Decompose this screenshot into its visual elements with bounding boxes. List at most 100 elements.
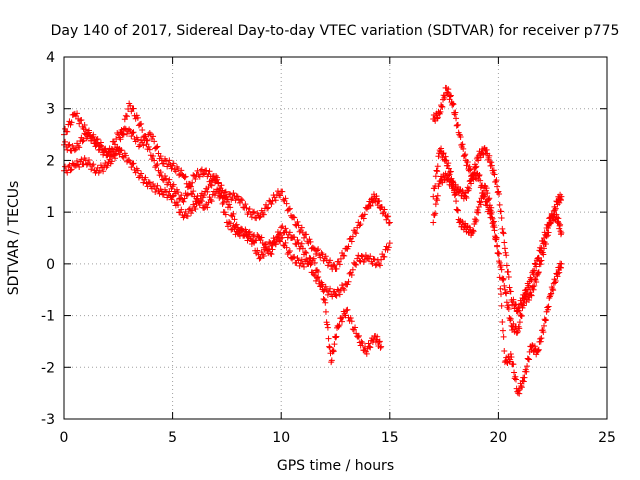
data-point — [213, 172, 220, 179]
trace-marker — [130, 129, 137, 136]
trace-marker — [64, 146, 71, 153]
data-point — [223, 198, 230, 205]
trace-marker — [306, 254, 313, 261]
trace-marker — [385, 220, 392, 227]
trace-marker — [537, 335, 544, 342]
data-point — [71, 147, 78, 154]
trace-marker — [538, 245, 545, 252]
data-point — [234, 229, 241, 236]
trace-marker — [498, 214, 505, 221]
data-point — [354, 224, 361, 231]
data-point — [501, 359, 508, 366]
trace-marker — [166, 188, 173, 195]
data-point — [547, 214, 554, 221]
trace-marker — [76, 164, 83, 171]
data-point — [462, 224, 469, 231]
trace-marker — [516, 325, 523, 332]
trace-marker — [518, 300, 525, 307]
trace-marker — [222, 211, 229, 218]
data-point — [365, 203, 372, 210]
trace-marker — [450, 101, 457, 108]
trace-marker — [330, 261, 337, 268]
trace-marker — [440, 92, 447, 99]
trace-marker — [432, 201, 439, 208]
trace-marker — [74, 157, 81, 164]
trace-marker — [208, 182, 215, 189]
data-point — [267, 240, 274, 247]
trace-marker — [512, 301, 519, 308]
trace-marker — [488, 159, 495, 166]
trace-marker — [444, 162, 451, 169]
trace-marker — [355, 252, 362, 259]
trace-marker — [79, 138, 86, 145]
trace-marker — [530, 271, 537, 278]
trace-marker — [144, 137, 151, 144]
trace-marker — [494, 249, 501, 256]
trace-marker — [341, 252, 348, 259]
trace-marker — [459, 141, 466, 148]
trace-marker — [353, 230, 360, 237]
trace-marker — [184, 213, 191, 220]
trace-marker — [129, 130, 136, 137]
trace-marker — [380, 209, 387, 216]
trace-marker — [178, 167, 185, 174]
trace-marker — [349, 233, 356, 240]
trace-marker — [257, 213, 264, 220]
trace-marker — [108, 158, 115, 165]
data-point — [462, 193, 469, 200]
trace-marker — [505, 302, 512, 309]
data-point — [558, 260, 565, 267]
trace-marker — [369, 260, 376, 267]
trace-marker — [260, 211, 267, 218]
trace-marker — [238, 196, 245, 203]
data-point — [289, 214, 296, 221]
data-point — [256, 255, 263, 262]
trace-marker — [432, 183, 439, 190]
trace-marker — [470, 172, 477, 179]
trace-marker — [266, 238, 273, 245]
trace-marker — [314, 247, 321, 254]
trace-marker — [331, 341, 338, 348]
trace-marker — [463, 162, 470, 169]
trace-marker — [524, 355, 531, 362]
trace-marker — [498, 208, 505, 215]
data-point — [137, 141, 144, 148]
trace-marker — [264, 246, 271, 253]
trace-marker — [196, 199, 203, 206]
trace-marker — [377, 344, 384, 351]
trace-marker — [526, 284, 533, 291]
trace-marker — [367, 344, 374, 351]
trace-marker — [282, 239, 289, 246]
trace-marker — [352, 324, 359, 331]
data-point — [278, 235, 285, 241]
trace-marker — [540, 329, 547, 336]
data-point — [554, 214, 561, 221]
trace-marker — [286, 205, 293, 212]
trace-marker — [339, 318, 346, 325]
trace-marker — [453, 115, 460, 122]
trace-marker — [157, 169, 164, 176]
trace-marker — [270, 235, 277, 242]
trace-marker — [303, 231, 310, 238]
trace-marker — [367, 202, 374, 209]
trace-marker — [436, 180, 443, 187]
trace-marker — [139, 126, 146, 133]
trace-marker — [166, 157, 173, 164]
data-point — [436, 178, 443, 185]
y-tick-label: 4 — [46, 50, 55, 66]
trace-marker — [381, 206, 388, 213]
trace-marker — [230, 210, 237, 217]
trace-marker — [453, 122, 460, 129]
data-point — [191, 193, 198, 200]
trace-marker — [376, 339, 383, 346]
trace-marker — [520, 295, 527, 302]
trace-marker — [152, 188, 159, 195]
trace-marker — [462, 220, 469, 227]
trace-marker — [319, 251, 326, 258]
data-point — [541, 322, 548, 329]
trace-marker — [274, 233, 281, 240]
trace-marker — [355, 334, 362, 341]
trace-marker — [286, 247, 293, 254]
trace-marker — [454, 206, 461, 213]
trace-marker — [447, 92, 454, 99]
